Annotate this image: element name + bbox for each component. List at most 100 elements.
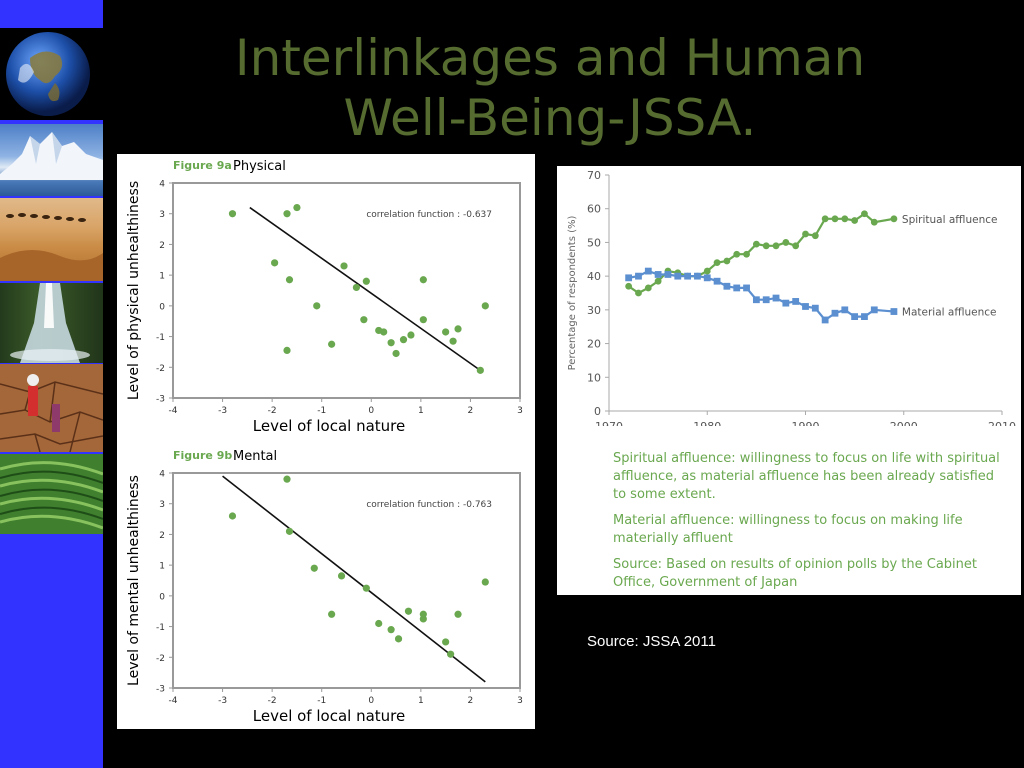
series-1-point: [782, 299, 790, 307]
scatter-0-data-point: [328, 340, 336, 348]
scatter-1-y-tick-label: -1: [156, 623, 165, 633]
series-0-point: [792, 242, 800, 250]
series-1-point: [664, 271, 672, 278]
scatter-1-plot-frame: [172, 472, 521, 689]
scatter-0-y-tick-label: 2: [159, 241, 165, 251]
chart-notes: Spiritual affluence: willingness to focu…: [613, 450, 1003, 592]
line-x-tick-label: 1980: [693, 420, 721, 426]
scatter-0-y-tick-label: -1: [156, 333, 165, 343]
series-1-point: [802, 303, 809, 310]
scatter-0-x-tick-label: 3: [517, 406, 523, 416]
scatter-0-y-tick-label: -2: [156, 364, 165, 374]
series-1-point: [752, 296, 760, 304]
series-0-point: [762, 242, 770, 250]
scatter-1-x-tick-label: -4: [169, 696, 178, 706]
series-1-point: [762, 296, 770, 304]
earth-image: [0, 28, 103, 120]
scatter-1-x-tick-label: 3: [517, 696, 523, 706]
series-0-point: [743, 250, 750, 258]
series-0-point: [625, 282, 633, 290]
series-1-point: [890, 308, 898, 315]
desert-caravan-image: [0, 198, 103, 281]
scatter-0-y-tick-label: 1: [159, 272, 165, 282]
series-0-point: [821, 215, 829, 223]
scatter-1-data-point: [375, 619, 383, 628]
series-0-point: [703, 267, 711, 275]
scatter-1-data-point: [283, 475, 291, 483]
scatter-0-data-point: [283, 210, 291, 218]
series-0-point: [851, 217, 859, 224]
series-1-point: [811, 304, 819, 312]
line-y-tick-label: 50: [587, 236, 601, 249]
scatter-1-y-tick-label: 3: [159, 500, 165, 510]
line-x-tick-label: 1990: [792, 420, 820, 426]
series-line-0: [628, 212, 895, 295]
scatter-charts-svg: Figure 9a Physical -3 -2 -1 0 1 2 3 4 -4 -3 -2 -1 0 1 2 3…: [126, 159, 523, 725]
series-1-point: [635, 272, 642, 280]
scatter-figure-panel: Figure 9a Physical -3 -2 -1 0 1 2 3 4 -4 -3 -2 -1 0 1 2 3…: [117, 154, 535, 729]
scatter-1-data-point: [442, 638, 450, 646]
scatter-1-subtitle: Mental: [233, 449, 277, 464]
series-1-point: [723, 282, 731, 290]
series-0-label: Spiritual affluence: [902, 214, 998, 226]
line-y-tick-label: 60: [587, 203, 601, 216]
glacier-image: [0, 124, 103, 196]
rice-terrace-image: [0, 454, 103, 534]
series-1-point: [713, 277, 721, 285]
scatter-1-x-axis-label: Level of local nature: [253, 707, 405, 725]
scatter-0-data-point: [352, 283, 361, 292]
series-1-point: [674, 272, 682, 280]
scatter-1-trend-line: [222, 475, 486, 683]
scatter-1-data-point: [394, 635, 403, 643]
series-1-point: [625, 274, 633, 282]
line-figure-panel: 0 10 20 30 40 50 60 70 1970 1980 1990 2000 2010 Perce…: [557, 166, 1021, 595]
scatter-0-data-point: [399, 336, 408, 344]
scatter-0-data-point: [419, 316, 427, 324]
series-0-point: [870, 218, 878, 226]
scatter-1-data-point: [404, 607, 413, 615]
series-1-point: [684, 272, 691, 280]
scatter-1-y-axis-label: Level of mental unhealthiness: [126, 475, 142, 686]
scatter-0-data-point: [380, 328, 388, 336]
scatter-0-data-point: [283, 346, 291, 354]
line-x-tick-label: 1970: [595, 420, 623, 426]
line-y-axis-label: Percentage of respondents (%): [567, 216, 578, 371]
scatter-0-y-tick-label: 4: [159, 180, 165, 190]
series-0-point: [811, 232, 819, 240]
series-1-point: [821, 316, 829, 324]
scatter-0-data-point: [340, 262, 348, 270]
series-1-point: [841, 306, 849, 314]
series-0-point: [713, 259, 721, 267]
series-1-label: Material affluence: [902, 307, 997, 319]
series-0-point: [802, 230, 809, 238]
series-0-point: [654, 277, 662, 285]
scatter-0-figure-label: Figure 9a: [173, 159, 232, 172]
scatter-1-data-point: [387, 626, 395, 634]
series-0-point: [861, 210, 868, 218]
scatter-0-x-tick-label: -3: [218, 406, 227, 416]
scatter-1-x-tick-label: 2: [468, 696, 474, 706]
line-x-tick-label: 2010: [988, 420, 1016, 426]
series-0-point: [890, 215, 898, 223]
scatter-0-x-tick-label: 0: [368, 406, 374, 416]
scatter-0-data-point: [476, 366, 484, 374]
series-1-point: [861, 313, 868, 320]
line-y-tick-label: 0: [594, 405, 601, 418]
series-0-point: [782, 239, 790, 246]
scatter-0-data-point: [419, 276, 427, 284]
scatter-1-data-point: [310, 564, 318, 572]
scatter-1-data-point: [481, 578, 489, 586]
scatter-0-trend-line: [249, 206, 481, 372]
line-y-tick-label: 10: [587, 371, 601, 384]
series-1-point: [831, 309, 839, 317]
scatter-1-y-tick-label: -3: [156, 685, 165, 695]
note-source: Source: Based on results of opinion poll…: [613, 557, 977, 590]
scatter-0-x-tick-label: 2: [468, 406, 474, 416]
note-material: Material affluence: willingness to focus…: [613, 513, 963, 546]
series-1-point: [772, 294, 780, 302]
scatter-0-x-tick-label: 1: [418, 406, 424, 416]
scatter-1-data-point: [362, 584, 370, 592]
scatter-0-data-point: [387, 339, 395, 347]
slide-title-line2: Well-Being-JSSA.: [343, 89, 757, 147]
scatter-0-y-tick-label: 3: [159, 210, 165, 220]
